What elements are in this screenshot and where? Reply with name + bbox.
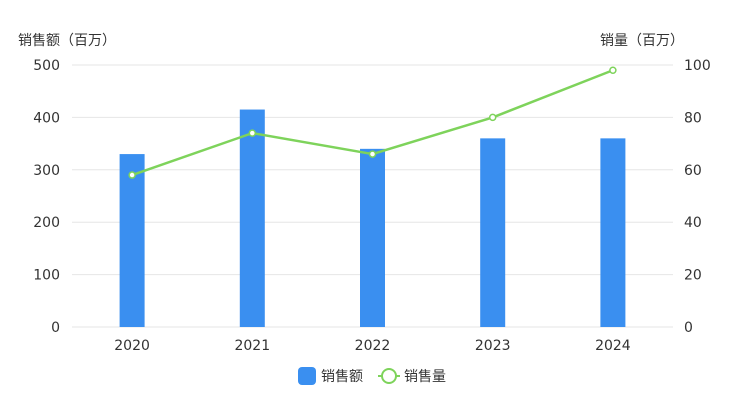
x-axis-ticks: 2020 2021 2022 2023 2024 <box>114 338 631 354</box>
left-tick-label: 100 <box>33 268 60 284</box>
legend-bar-label[interactable]: 销售额 <box>321 369 363 385</box>
legend-line-marker[interactable] <box>381 368 397 384</box>
bar-series <box>119 109 626 327</box>
line-series <box>128 66 617 179</box>
right-axis-title: 销量（百万） <box>600 33 684 49</box>
right-tick-label: 0 <box>684 320 693 336</box>
legend-line-label[interactable]: 销售量 <box>404 369 446 385</box>
legend[interactable]: 销售额 销售量 <box>298 367 446 385</box>
bar[interactable] <box>360 148 385 327</box>
line-point[interactable] <box>248 129 257 137</box>
x-tick-label: 2022 <box>355 338 391 354</box>
line-point[interactable] <box>368 150 377 158</box>
x-tick-label: 2021 <box>234 338 270 354</box>
right-tick-label: 40 <box>684 215 702 231</box>
left-tick-label: 300 <box>33 163 60 179</box>
left-axis-ticks: 0 100 200 300 400 500 <box>33 58 60 336</box>
left-tick-label: 0 <box>51 320 60 336</box>
right-tick-label: 20 <box>684 268 702 284</box>
bar[interactable] <box>239 109 265 327</box>
line-point[interactable] <box>128 171 136 179</box>
line-point[interactable] <box>488 113 497 122</box>
x-tick-label: 2023 <box>475 338 511 354</box>
left-tick-label: 500 <box>33 58 60 74</box>
left-tick-label: 400 <box>33 110 60 126</box>
bar[interactable] <box>600 138 626 327</box>
bar[interactable] <box>119 154 145 327</box>
left-tick-label: 200 <box>33 215 60 231</box>
legend-bar-swatch[interactable] <box>298 367 316 385</box>
bar[interactable] <box>480 138 506 327</box>
right-tick-label: 100 <box>684 58 711 74</box>
right-tick-label: 80 <box>684 110 702 126</box>
x-tick-label: 2020 <box>114 338 150 354</box>
line-point[interactable] <box>609 66 617 74</box>
right-tick-label: 60 <box>684 163 702 179</box>
right-axis-ticks: 0 20 40 60 80 100 <box>684 58 711 336</box>
x-tick-label: 2024 <box>595 338 631 354</box>
left-axis-title: 销售额（百万） <box>18 33 116 49</box>
